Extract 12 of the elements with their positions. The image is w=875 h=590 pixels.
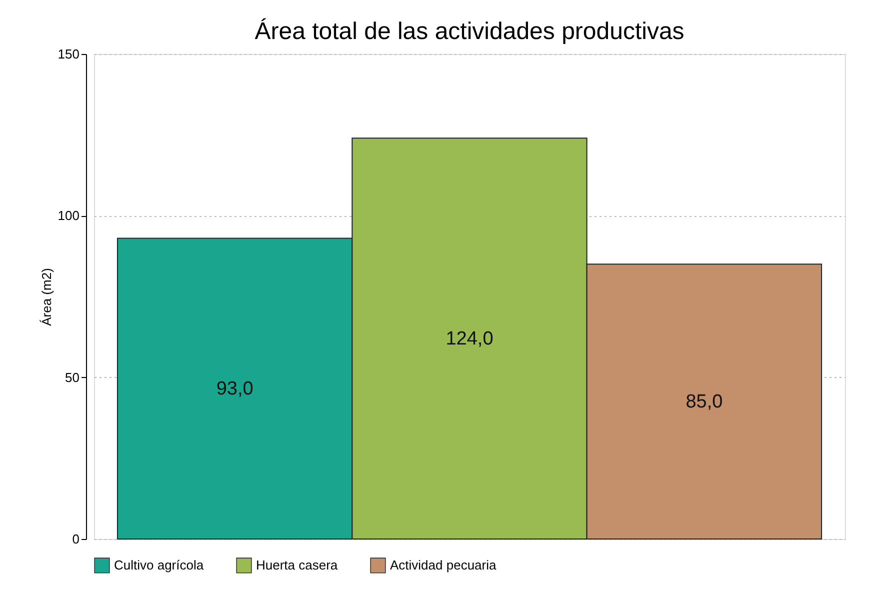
data-label: 93,0 (216, 378, 254, 400)
y-tick-label: 0 (72, 532, 80, 546)
data-label: 85,0 (686, 392, 723, 413)
legend-label: Actividad pecuaria (390, 557, 497, 572)
y-tick-label: 50 (65, 370, 80, 385)
y-tick-label: 100 (58, 208, 80, 224)
y-axis-title: Área (m2) (38, 268, 54, 326)
legend-label: Huerta casera (256, 557, 338, 572)
y-tick-label: 150 (58, 46, 80, 62)
data-label: 124,0 (446, 328, 494, 350)
legend-label: Cultivo agrícola (114, 557, 204, 572)
chart-title: Área total de las actividades productivas (254, 18, 684, 45)
